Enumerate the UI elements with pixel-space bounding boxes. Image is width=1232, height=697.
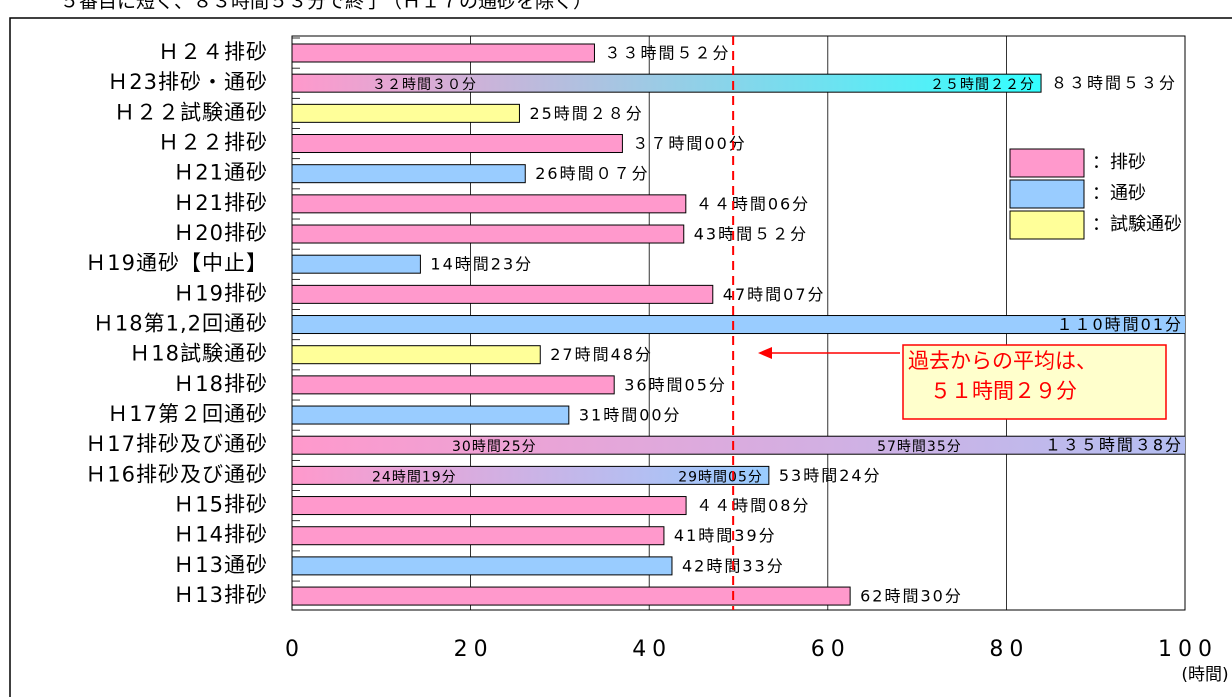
bar — [292, 315, 1185, 335]
bar — [292, 586, 851, 606]
value-label: 41時間39分 — [674, 526, 777, 545]
legend-label: ：試験通砂 — [1092, 214, 1182, 235]
arrow-head — [758, 347, 772, 359]
legend-label: ：通砂 — [1092, 183, 1146, 204]
category-label: Ｈ13通砂 — [173, 553, 268, 577]
value-label: ４４時間06分 — [696, 194, 810, 213]
bar — [292, 496, 687, 516]
value-label: 31時間00分 — [579, 406, 682, 425]
bar — [292, 284, 714, 304]
category-label: Ｈ17排砂及び通砂 — [85, 432, 268, 456]
bar — [292, 73, 1042, 93]
inner-label: 24時間19分 — [372, 469, 457, 485]
value-label: 27時間48分 — [550, 345, 653, 364]
legend-swatch — [1009, 179, 1085, 209]
x-tick-label: 80 — [989, 637, 1029, 662]
category-label: Ｈ18第1,2回通砂 — [93, 312, 268, 336]
bar — [292, 345, 541, 365]
x-tick-label: 0 — [285, 637, 305, 662]
category-label: Ｈ21排砂 — [173, 191, 268, 215]
category-label: Ｈ15排砂 — [173, 493, 268, 517]
value-label: ３７時間00分 — [632, 134, 746, 153]
legend-swatch — [1009, 210, 1085, 240]
value-label: ３３時間５２分 — [604, 44, 730, 63]
category-label: Ｈ16排砂及び通砂 — [85, 462, 268, 486]
bar — [292, 526, 665, 546]
value-label: １１0時間01分 — [1056, 315, 1183, 334]
value-label: 26時間０７分 — [535, 164, 649, 183]
value-label: 43時間５２分 — [694, 225, 808, 244]
x-tick-label: 100 — [1158, 637, 1218, 662]
annotation-box — [902, 344, 1167, 420]
value-label: 14時間23分 — [430, 255, 533, 274]
value-label: 53時間24分 — [779, 466, 882, 485]
bar — [292, 164, 526, 184]
inner-label: 57時間35分 — [877, 439, 962, 455]
inner-label: 30時間25分 — [452, 439, 537, 455]
category-label: Ｈ13排砂 — [173, 583, 268, 607]
bar — [292, 103, 520, 123]
x-tick-label: 20 — [454, 637, 494, 662]
inner-label: ２５時間２２分 — [930, 77, 1035, 93]
value-label: 62時間30分 — [860, 587, 963, 606]
category-label: Ｈ２４排砂 — [158, 40, 268, 64]
bar — [292, 435, 1185, 455]
subtitle: ５番目に短く、８３時間５３分で終了（Ｈ１７の通砂を除く） — [60, 0, 592, 13]
value-label: ８３時間５３分 — [1051, 74, 1177, 93]
legend-label: ：排砂 — [1092, 152, 1146, 173]
inner-label: 29時間05分 — [678, 469, 763, 485]
category-label: Ｈ23排砂・通砂 — [107, 70, 268, 94]
bar — [292, 224, 685, 244]
category-label: Ｈ18試験通砂 — [129, 342, 268, 366]
category-label: Ｈ19通砂【中止】 — [85, 251, 268, 275]
category-label: Ｈ19排砂 — [173, 281, 268, 305]
bar — [292, 254, 421, 274]
category-label: Ｈ18排砂 — [173, 372, 268, 396]
bar — [292, 465, 770, 485]
category-label: Ｈ14排砂 — [173, 523, 268, 547]
value-label: 36時間05分 — [624, 375, 727, 394]
category-label: Ｈ２２試験通砂 — [114, 100, 268, 124]
bar — [292, 405, 570, 425]
inner-label: ３２時間３０分 — [372, 77, 477, 93]
category-label: Ｈ20排砂 — [173, 221, 268, 245]
x-axis-label: (時間) — [1181, 665, 1228, 685]
bar — [292, 194, 687, 214]
bar — [292, 375, 615, 395]
category-label: Ｈ２２排砂 — [158, 131, 268, 155]
bar — [292, 556, 673, 576]
frame — [9, 17, 1232, 697]
value-label: 47時間07分 — [723, 285, 826, 304]
legend-swatch — [1009, 148, 1085, 178]
category-label: Ｈ21通砂 — [173, 161, 268, 185]
category-label: Ｈ17第２回通砂 — [107, 402, 268, 426]
annotation-text: 過去からの平均は、 — [908, 349, 1097, 373]
value-label: 25時間２８分 — [529, 104, 643, 123]
value-label: ４４時間08分 — [696, 496, 810, 515]
x-tick-label: 60 — [811, 637, 851, 662]
value-label: １３５時間３8分 — [1045, 436, 1183, 455]
annotation-text: ５１時間２９分 — [930, 379, 1077, 403]
bar — [292, 43, 595, 63]
x-tick-label: 40 — [632, 637, 672, 662]
bar — [292, 134, 623, 154]
